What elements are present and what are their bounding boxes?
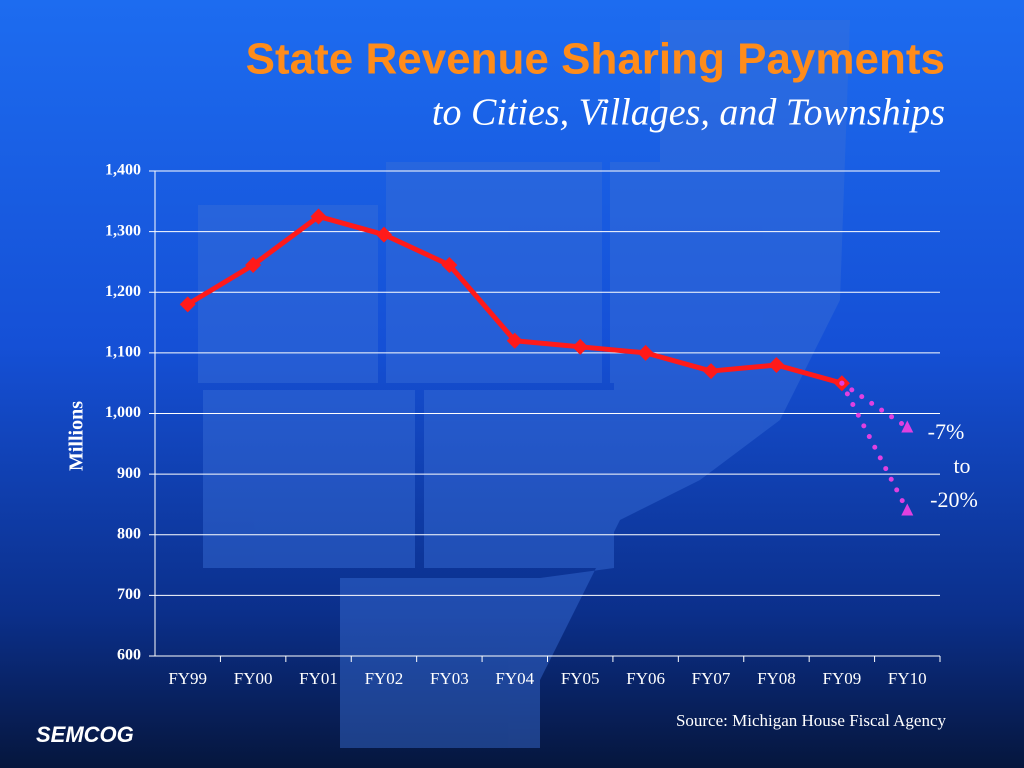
y-tick-label: 900	[117, 465, 141, 482]
data-point	[703, 363, 720, 380]
x-tick-label: FY05	[561, 669, 600, 688]
x-tick-label: FY01	[299, 669, 338, 688]
logo: SEMCOG	[36, 722, 134, 747]
x-tick-label: FY06	[626, 669, 665, 688]
y-axis-label: Millions	[66, 401, 88, 471]
data-point	[310, 208, 327, 225]
x-tick-label: FY07	[692, 669, 731, 688]
chart-subtitle: to Cities, Villages, and Townships	[432, 92, 945, 134]
y-tick-label: 1,100	[105, 344, 141, 361]
data-point	[901, 503, 914, 516]
chart-title: State Revenue Sharing Payments	[246, 35, 945, 84]
series-line	[839, 380, 910, 513]
data-point	[375, 226, 392, 243]
x-tick-label: FY99	[168, 669, 207, 688]
x-tick-label: FY10	[888, 669, 927, 688]
x-tick-label: FY09	[823, 669, 862, 688]
source: Source: Michigan House Fiscal Agency	[676, 711, 947, 730]
y-tick-label: 1,300	[105, 222, 141, 239]
x-tick-label: FY08	[757, 669, 796, 688]
data-point	[637, 344, 654, 361]
series-line	[839, 380, 910, 430]
data-point	[441, 256, 458, 273]
x-tick-label: FY03	[430, 669, 469, 688]
data-point	[572, 338, 589, 355]
y-tick-label: 700	[117, 586, 141, 603]
annotation: -20%	[930, 487, 978, 512]
y-tick-label: 1,000	[105, 404, 141, 421]
data-point	[768, 357, 785, 373]
data-point	[901, 420, 914, 433]
x-tick-label: FY02	[365, 669, 404, 688]
y-tick-label: 1,400	[105, 162, 141, 179]
data-point	[245, 256, 262, 273]
y-tick-label: 1,200	[105, 283, 141, 300]
x-tick-label: FY00	[234, 669, 273, 688]
annotation: -7%	[928, 419, 965, 444]
data-point	[506, 332, 523, 349]
map-decoration	[198, 20, 850, 748]
x-tick-label: FY04	[495, 669, 534, 688]
y-tick-label: 800	[117, 525, 141, 542]
y-tick-label: 600	[117, 647, 141, 664]
data-point	[179, 296, 196, 313]
annotation: to	[953, 453, 970, 478]
